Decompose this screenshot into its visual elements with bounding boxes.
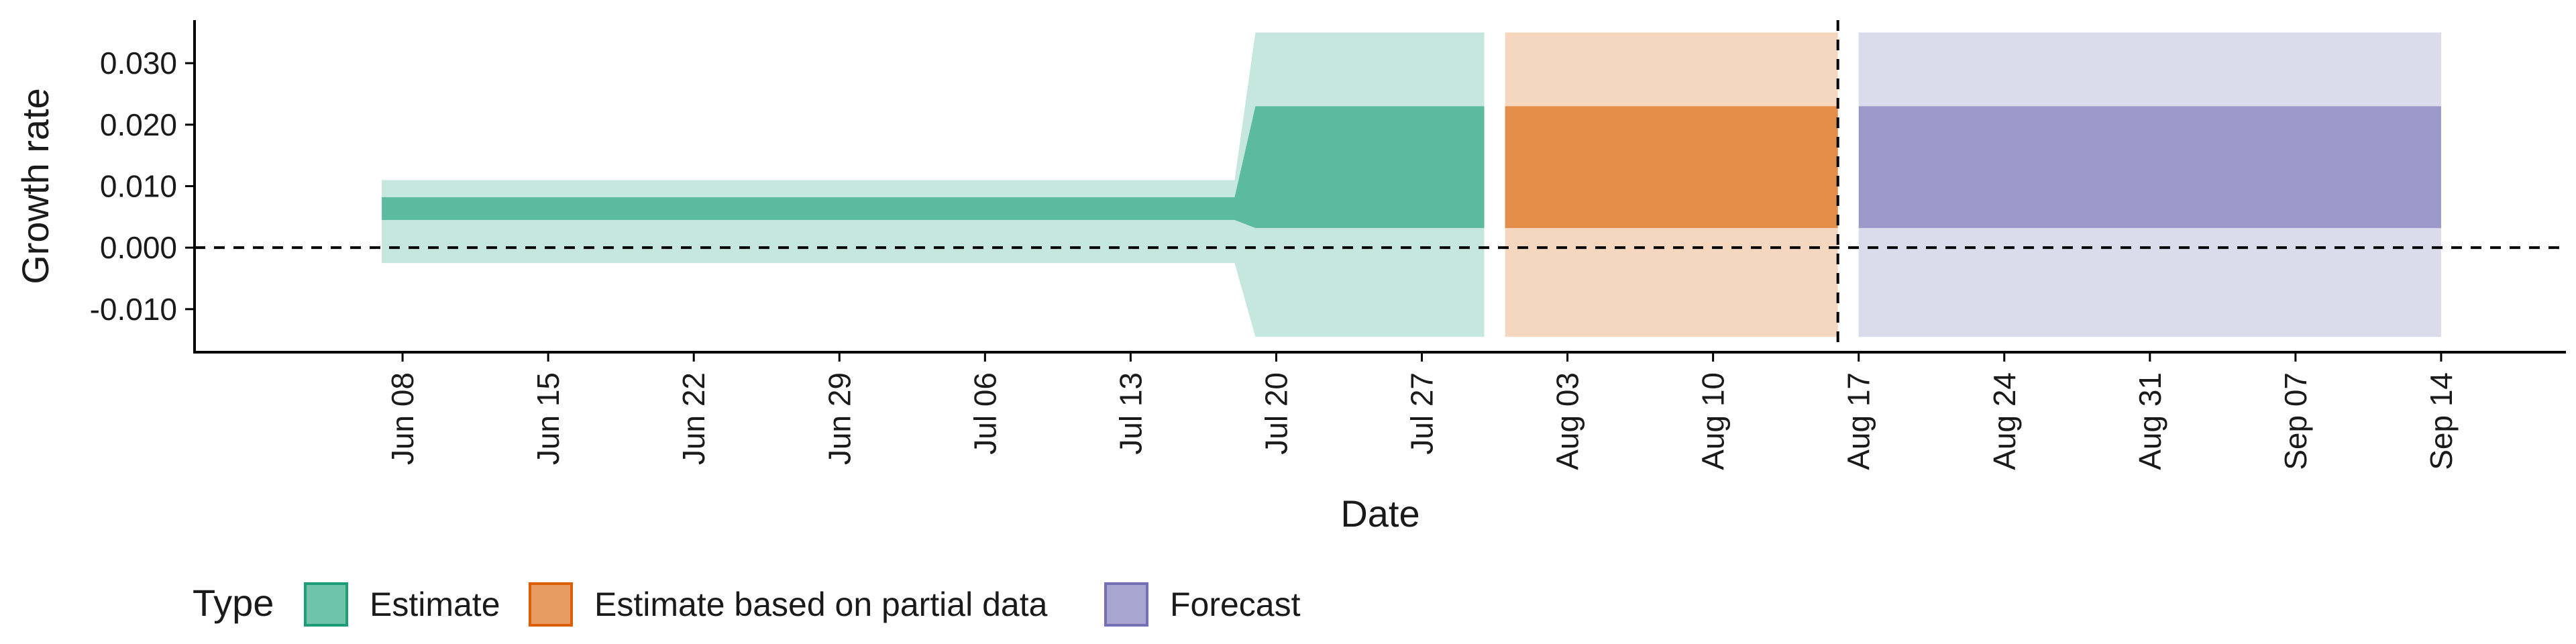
legend-label-estimate: Estimate	[370, 586, 500, 623]
band-90-estimate	[382, 32, 1485, 337]
legend-key-estimate	[304, 582, 348, 627]
legend-label-forecast: Forecast	[1170, 586, 1301, 623]
x-tick-label: Aug 31	[2133, 372, 2167, 470]
y-tick-label: 0.010	[100, 169, 177, 204]
x-tick-label: Jun 15	[531, 372, 566, 465]
x-tick-label: Jun 29	[822, 372, 857, 465]
x-tick-label: Jun 08	[385, 372, 420, 465]
band-50-forecast	[1858, 106, 2441, 228]
x-tick-label: Sep 14	[2424, 372, 2459, 470]
axes: 0.030 0.020 0.010 0.000 -0.010 Jun 08 Jun 15 Ju…	[14, 20, 2566, 535]
y-axis-title: Growth rate	[14, 88, 56, 284]
y-tick-label: 0.020	[100, 107, 177, 142]
x-tick-label: Jun 22	[676, 372, 711, 465]
x-tick-label: Aug 03	[1550, 372, 1585, 470]
x-tick-label: Jul 27	[1405, 372, 1440, 455]
legend-key-estimate-based-on-partial-data	[529, 582, 573, 627]
x-tick-label: Aug 10	[1696, 372, 1731, 470]
y-tick-label: -0.010	[90, 292, 177, 327]
legend-key-forecast	[1104, 582, 1148, 627]
ribbon-layer	[382, 32, 2441, 337]
legend-title: Type	[193, 582, 274, 624]
band-50-estimate	[382, 106, 1485, 228]
x-tick-label: Jul 13	[1113, 372, 1148, 455]
band-50-estimate-based-on-partial-data	[1505, 106, 1838, 228]
legend: Type Estimate Estimate based on partial da…	[193, 582, 1301, 627]
x-tick-label: Aug 17	[1841, 372, 1876, 470]
legend-label-estimate-based-on-partial-data: Estimate based on partial data	[594, 586, 1048, 623]
y-tick-label: 0.030	[100, 46, 177, 80]
x-tick-label: Sep 07	[2278, 372, 2313, 470]
x-tick-label: Jul 06	[967, 372, 1002, 455]
y-tick-label: 0.000	[100, 230, 177, 265]
x-tick-label: Aug 24	[1987, 372, 2022, 470]
x-axis-title: Date	[1340, 492, 1419, 535]
x-tick-label: Jul 20	[1258, 372, 1293, 455]
reference-lines	[195, 20, 2566, 352]
